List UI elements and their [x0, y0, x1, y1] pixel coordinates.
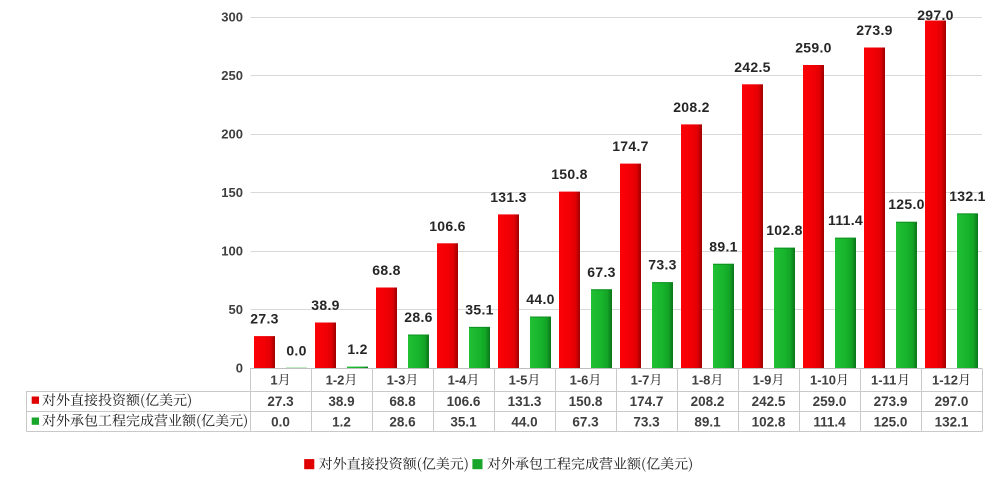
svg-text:259.0: 259.0: [795, 40, 832, 56]
svg-text:89.1: 89.1: [694, 415, 721, 430]
svg-text:27.3: 27.3: [250, 311, 278, 327]
svg-text:1-6: 1-6: [570, 372, 589, 387]
svg-text:89.1: 89.1: [709, 238, 737, 254]
svg-text:132.1: 132.1: [949, 188, 986, 204]
svg-text:73.3: 73.3: [648, 257, 676, 273]
svg-text:111.4: 111.4: [813, 415, 846, 430]
svg-text:28.6: 28.6: [389, 415, 416, 430]
svg-text:1-2: 1-2: [326, 372, 345, 387]
svg-text:1-10: 1-10: [810, 372, 836, 387]
svg-text:273.9: 273.9: [874, 394, 908, 409]
svg-text:1-5: 1-5: [509, 372, 528, 387]
svg-text:1-8: 1-8: [692, 372, 711, 387]
svg-text:1-3: 1-3: [387, 372, 406, 387]
svg-text:1-11: 1-11: [871, 372, 896, 387]
svg-text:150.8: 150.8: [551, 166, 588, 182]
svg-text:35.1: 35.1: [465, 301, 493, 317]
svg-text:1.2: 1.2: [332, 415, 351, 430]
svg-text:0.0: 0.0: [286, 343, 306, 359]
svg-text:1: 1: [270, 372, 277, 387]
svg-text:273.9: 273.9: [856, 22, 893, 38]
svg-text:44.0: 44.0: [526, 291, 554, 307]
svg-text:1-7: 1-7: [631, 372, 650, 387]
svg-text:174.7: 174.7: [612, 138, 649, 154]
svg-text:242.5: 242.5: [734, 59, 771, 75]
svg-text:35.1: 35.1: [450, 415, 477, 430]
svg-text:131.3: 131.3: [508, 394, 542, 409]
svg-text:106.6: 106.6: [447, 394, 481, 409]
svg-text:100: 100: [221, 243, 243, 258]
svg-text:132.1: 132.1: [935, 415, 969, 430]
svg-text:28.6: 28.6: [404, 309, 432, 325]
svg-text:27.3: 27.3: [267, 394, 294, 409]
svg-text:68.8: 68.8: [372, 262, 400, 278]
svg-text:250: 250: [221, 68, 243, 83]
svg-text:50: 50: [229, 302, 243, 317]
svg-text:125.0: 125.0: [888, 196, 925, 212]
svg-text:208.2: 208.2: [673, 99, 710, 115]
svg-text:150.8: 150.8: [569, 394, 603, 409]
svg-text:1.2: 1.2: [347, 341, 367, 357]
svg-text:131.3: 131.3: [490, 189, 527, 205]
svg-text:1-9: 1-9: [753, 372, 772, 387]
svg-text:297.0: 297.0: [917, 7, 954, 23]
svg-text:300: 300: [221, 9, 243, 24]
svg-text:0: 0: [236, 360, 243, 375]
svg-text:1-12: 1-12: [932, 372, 958, 387]
svg-text:208.2: 208.2: [691, 394, 725, 409]
svg-text:150: 150: [221, 185, 243, 200]
svg-text:259.0: 259.0: [813, 394, 847, 409]
svg-text:38.9: 38.9: [328, 394, 354, 409]
svg-text:174.7: 174.7: [630, 394, 664, 409]
svg-text:67.3: 67.3: [587, 264, 615, 280]
svg-text:111.4: 111.4: [828, 212, 863, 228]
svg-text:67.3: 67.3: [572, 415, 599, 430]
svg-text:102.8: 102.8: [766, 222, 803, 238]
svg-text:73.3: 73.3: [633, 415, 660, 430]
svg-text:200: 200: [221, 126, 243, 141]
svg-text:242.5: 242.5: [752, 394, 786, 409]
svg-text:106.6: 106.6: [429, 218, 466, 234]
svg-text:1-4: 1-4: [448, 372, 468, 387]
svg-text:125.0: 125.0: [874, 415, 908, 430]
svg-text:68.8: 68.8: [389, 394, 416, 409]
svg-text:102.8: 102.8: [752, 415, 786, 430]
svg-text:0.0: 0.0: [271, 415, 290, 430]
svg-text:297.0: 297.0: [935, 394, 969, 409]
svg-text:44.0: 44.0: [511, 415, 537, 430]
svg-text:38.9: 38.9: [311, 297, 339, 313]
